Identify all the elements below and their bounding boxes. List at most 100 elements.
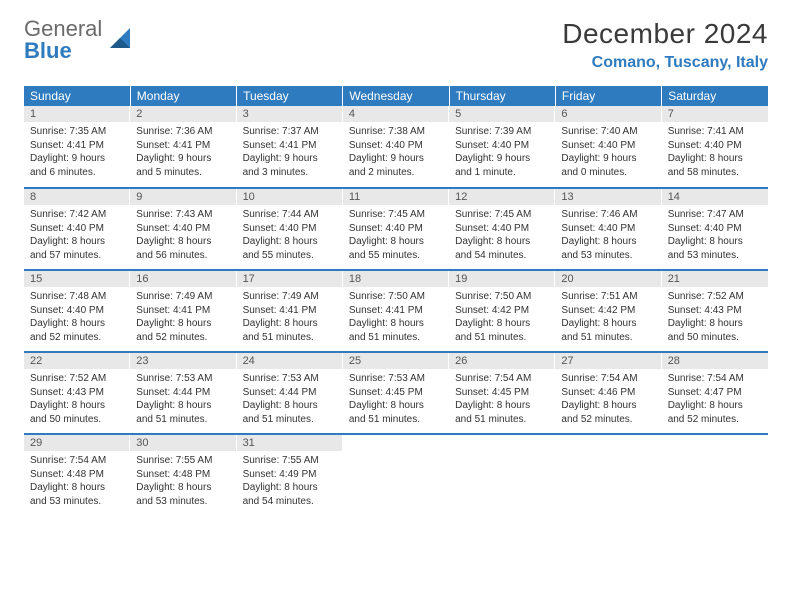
sunset-text: Sunset: 4:44 PM	[136, 386, 230, 400]
sunrise-text: Sunrise: 7:46 AM	[561, 208, 655, 222]
calendar-day-cell: 26Sunrise: 7:54 AMSunset: 4:45 PMDayligh…	[449, 352, 555, 434]
daylight-text-2: and 50 minutes.	[668, 331, 762, 345]
sunset-text: Sunset: 4:40 PM	[349, 139, 443, 153]
sunset-text: Sunset: 4:40 PM	[136, 222, 230, 236]
weekday-header: Tuesday	[237, 86, 343, 106]
daylight-text-2: and 6 minutes.	[30, 166, 124, 180]
day-details: Sunrise: 7:49 AMSunset: 4:41 PMDaylight:…	[130, 287, 236, 348]
daylight-text: Daylight: 8 hours	[561, 399, 655, 413]
day-number: 28	[662, 353, 768, 369]
calendar-day-cell: 7Sunrise: 7:41 AMSunset: 4:40 PMDaylight…	[662, 106, 768, 188]
day-number: 5	[449, 106, 555, 122]
daylight-text: Daylight: 9 hours	[136, 152, 230, 166]
calendar-day-cell: 12Sunrise: 7:45 AMSunset: 4:40 PMDayligh…	[449, 188, 555, 270]
daylight-text: Daylight: 8 hours	[349, 235, 443, 249]
weekday-header: Wednesday	[343, 86, 449, 106]
daylight-text-2: and 55 minutes.	[243, 249, 337, 263]
sunrise-text: Sunrise: 7:49 AM	[136, 290, 230, 304]
sunrise-text: Sunrise: 7:38 AM	[349, 125, 443, 139]
calendar-day-cell: 24Sunrise: 7:53 AMSunset: 4:44 PMDayligh…	[237, 352, 343, 434]
daylight-text: Daylight: 8 hours	[136, 399, 230, 413]
sunrise-text: Sunrise: 7:52 AM	[30, 372, 124, 386]
calendar-day-cell: 1Sunrise: 7:35 AMSunset: 4:41 PMDaylight…	[24, 106, 130, 188]
sunrise-text: Sunrise: 7:49 AM	[243, 290, 337, 304]
sunrise-text: Sunrise: 7:54 AM	[561, 372, 655, 386]
daylight-text-2: and 58 minutes.	[668, 166, 762, 180]
daylight-text-2: and 53 minutes.	[136, 495, 230, 509]
day-details: Sunrise: 7:54 AMSunset: 4:47 PMDaylight:…	[662, 369, 768, 430]
daylight-text-2: and 54 minutes.	[243, 495, 337, 509]
day-number: 24	[237, 353, 343, 369]
sunset-text: Sunset: 4:47 PM	[668, 386, 762, 400]
calendar-week-row: 15Sunrise: 7:48 AMSunset: 4:40 PMDayligh…	[24, 270, 768, 352]
sunset-text: Sunset: 4:40 PM	[30, 222, 124, 236]
weekday-header: Sunday	[24, 86, 130, 106]
sunrise-text: Sunrise: 7:54 AM	[455, 372, 549, 386]
sunset-text: Sunset: 4:40 PM	[455, 222, 549, 236]
daylight-text-2: and 53 minutes.	[668, 249, 762, 263]
calendar-day-cell: 5Sunrise: 7:39 AMSunset: 4:40 PMDaylight…	[449, 106, 555, 188]
sunrise-text: Sunrise: 7:54 AM	[30, 454, 124, 468]
sunrise-text: Sunrise: 7:50 AM	[349, 290, 443, 304]
daylight-text: Daylight: 8 hours	[243, 481, 337, 495]
sunset-text: Sunset: 4:49 PM	[243, 468, 337, 482]
day-number: 3	[237, 106, 343, 122]
day-number: 27	[555, 353, 661, 369]
sunrise-text: Sunrise: 7:53 AM	[349, 372, 443, 386]
day-details: Sunrise: 7:47 AMSunset: 4:40 PMDaylight:…	[662, 205, 768, 266]
daylight-text-2: and 51 minutes.	[136, 413, 230, 427]
daylight-text: Daylight: 8 hours	[30, 399, 124, 413]
day-details: Sunrise: 7:53 AMSunset: 4:45 PMDaylight:…	[343, 369, 449, 430]
sunset-text: Sunset: 4:40 PM	[561, 139, 655, 153]
daylight-text-2: and 1 minute.	[455, 166, 549, 180]
sunrise-text: Sunrise: 7:36 AM	[136, 125, 230, 139]
daylight-text-2: and 53 minutes.	[561, 249, 655, 263]
day-number: 25	[343, 353, 449, 369]
day-number: 17	[237, 271, 343, 287]
daylight-text: Daylight: 8 hours	[30, 481, 124, 495]
weekday-header: Monday	[130, 86, 236, 106]
day-details: Sunrise: 7:50 AMSunset: 4:41 PMDaylight:…	[343, 287, 449, 348]
calendar-week-row: 1Sunrise: 7:35 AMSunset: 4:41 PMDaylight…	[24, 106, 768, 188]
day-number: 21	[662, 271, 768, 287]
sunset-text: Sunset: 4:40 PM	[668, 222, 762, 236]
sunset-text: Sunset: 4:40 PM	[30, 304, 124, 318]
daylight-text: Daylight: 8 hours	[243, 317, 337, 331]
sunrise-text: Sunrise: 7:40 AM	[561, 125, 655, 139]
daylight-text: Daylight: 9 hours	[30, 152, 124, 166]
sunrise-text: Sunrise: 7:42 AM	[30, 208, 124, 222]
day-details: Sunrise: 7:54 AMSunset: 4:45 PMDaylight:…	[449, 369, 555, 430]
day-number: 11	[343, 189, 449, 205]
day-number: 2	[130, 106, 236, 122]
daylight-text: Daylight: 8 hours	[243, 235, 337, 249]
calendar-day-cell: 23Sunrise: 7:53 AMSunset: 4:44 PMDayligh…	[130, 352, 236, 434]
calendar-day-cell: 18Sunrise: 7:50 AMSunset: 4:41 PMDayligh…	[343, 270, 449, 352]
calendar-table: Sunday Monday Tuesday Wednesday Thursday…	[24, 86, 768, 516]
daylight-text-2: and 52 minutes.	[668, 413, 762, 427]
calendar-day-cell: 2Sunrise: 7:36 AMSunset: 4:41 PMDaylight…	[130, 106, 236, 188]
daylight-text-2: and 53 minutes.	[30, 495, 124, 509]
daylight-text-2: and 51 minutes.	[561, 331, 655, 345]
sunrise-text: Sunrise: 7:41 AM	[668, 125, 762, 139]
daylight-text-2: and 51 minutes.	[243, 331, 337, 345]
calendar-week-row: 22Sunrise: 7:52 AMSunset: 4:43 PMDayligh…	[24, 352, 768, 434]
calendar-day-cell: 4Sunrise: 7:38 AMSunset: 4:40 PMDaylight…	[343, 106, 449, 188]
daylight-text-2: and 57 minutes.	[30, 249, 124, 263]
day-number: 16	[130, 271, 236, 287]
daylight-text: Daylight: 8 hours	[349, 399, 443, 413]
sunrise-text: Sunrise: 7:53 AM	[136, 372, 230, 386]
sunset-text: Sunset: 4:41 PM	[136, 304, 230, 318]
daylight-text: Daylight: 8 hours	[668, 399, 762, 413]
calendar-day-cell: 13Sunrise: 7:46 AMSunset: 4:40 PMDayligh…	[555, 188, 661, 270]
daylight-text: Daylight: 8 hours	[455, 235, 549, 249]
weekday-header: Thursday	[449, 86, 555, 106]
brand-part2: Blue	[24, 38, 72, 63]
calendar-day-cell: 14Sunrise: 7:47 AMSunset: 4:40 PMDayligh…	[662, 188, 768, 270]
sunrise-text: Sunrise: 7:48 AM	[30, 290, 124, 304]
sunset-text: Sunset: 4:43 PM	[30, 386, 124, 400]
day-number: 20	[555, 271, 661, 287]
calendar-day-cell: 27Sunrise: 7:54 AMSunset: 4:46 PMDayligh…	[555, 352, 661, 434]
sunset-text: Sunset: 4:43 PM	[668, 304, 762, 318]
daylight-text-2: and 52 minutes.	[561, 413, 655, 427]
daylight-text: Daylight: 8 hours	[455, 317, 549, 331]
